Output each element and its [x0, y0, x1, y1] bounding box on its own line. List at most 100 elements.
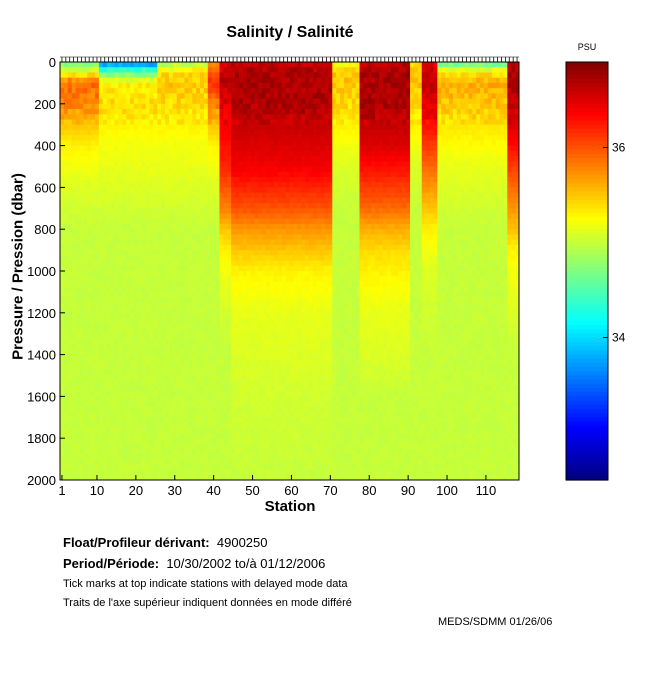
heatmap-cell — [161, 88, 166, 94]
heatmap-cell — [297, 67, 302, 73]
heatmap-cell — [71, 469, 76, 476]
heatmap-cell — [184, 82, 189, 89]
heatmap-cell — [145, 234, 150, 241]
heatmap-cell — [133, 349, 139, 355]
heatmap-cell — [130, 150, 135, 157]
heatmap-cell — [254, 67, 259, 73]
heatmap-cell — [301, 239, 306, 246]
heatmap-cell — [122, 323, 127, 329]
heatmap-cell — [118, 318, 123, 324]
heatmap-cell — [270, 464, 275, 470]
heatmap-cell — [227, 412, 232, 418]
heatmap-cell — [137, 459, 143, 465]
heatmap-cell — [246, 286, 251, 293]
heatmap-cell — [145, 244, 150, 251]
heatmap-cell — [67, 265, 73, 272]
heatmap-cell — [285, 438, 290, 444]
heatmap-cell — [133, 464, 139, 470]
heatmap-cell — [130, 453, 135, 460]
heatmap-cell — [203, 438, 209, 444]
heatmap-cell — [95, 453, 100, 460]
heatmap-cell — [75, 271, 80, 277]
heatmap-cell — [238, 197, 244, 204]
heatmap-cell — [277, 98, 283, 105]
heatmap-cell — [83, 135, 88, 141]
heatmap-cell — [149, 302, 154, 308]
heatmap-cell — [180, 328, 185, 335]
heatmap-cell — [200, 359, 205, 366]
heatmap-cell — [157, 239, 162, 246]
heatmap-cell — [207, 438, 213, 444]
heatmap-cell — [262, 166, 267, 173]
heatmap-cell — [215, 88, 220, 94]
heatmap-cell — [285, 297, 290, 303]
heatmap-cell — [75, 380, 80, 387]
heatmap-cell — [161, 98, 166, 105]
heatmap-cell — [254, 171, 259, 178]
heatmap-cell — [98, 239, 104, 246]
heatmap-cell — [184, 401, 189, 408]
heatmap-cell — [273, 333, 279, 340]
heatmap-cell — [258, 412, 263, 418]
heatmap-cell — [87, 417, 92, 423]
heatmap-cell — [168, 213, 174, 220]
heatmap-cell — [91, 344, 96, 350]
heatmap-cell — [141, 250, 146, 256]
heatmap-cell — [122, 67, 127, 73]
heatmap-cell — [102, 98, 108, 105]
heatmap-cell — [227, 427, 232, 434]
heatmap-cell — [118, 453, 123, 460]
heatmap-cell — [238, 385, 244, 392]
heatmap-cell — [161, 391, 166, 397]
heatmap-cell — [172, 333, 178, 340]
heatmap-cell — [184, 156, 189, 162]
heatmap-cell — [266, 265, 271, 272]
heatmap-cell — [211, 432, 216, 439]
heatmap-cell — [161, 77, 166, 84]
heatmap-cell — [231, 98, 236, 105]
heatmap-cell — [219, 469, 224, 476]
heatmap-cell — [153, 98, 158, 105]
heatmap-cell — [301, 98, 306, 105]
heatmap-cell — [293, 401, 298, 408]
heatmap-cell — [126, 349, 131, 355]
heatmap-cell — [207, 229, 213, 235]
heatmap-cell — [238, 469, 244, 476]
heatmap-cell — [114, 338, 119, 345]
heatmap-cell — [289, 156, 294, 162]
heatmap-cell — [79, 203, 84, 209]
heatmap-cell — [180, 150, 185, 157]
heatmap-cell — [67, 103, 73, 110]
heatmap-cell — [75, 432, 80, 439]
heatmap-cell — [153, 244, 158, 251]
heatmap-cell — [289, 161, 294, 167]
heatmap-cell — [207, 291, 213, 298]
heatmap-cell — [60, 171, 65, 178]
heatmap-cell — [165, 323, 170, 329]
heatmap-cell — [157, 370, 162, 376]
heatmap-cell — [273, 448, 279, 455]
heatmap-cell — [238, 265, 244, 272]
heatmap-cell — [122, 244, 127, 251]
heatmap-cell — [157, 72, 162, 79]
heatmap-cell — [87, 385, 92, 392]
heatmap-cell — [67, 171, 73, 178]
heatmap-cell — [223, 208, 228, 214]
heatmap-cell — [285, 114, 290, 120]
heatmap-cell — [98, 114, 104, 120]
heatmap-cell — [200, 422, 205, 429]
heatmap-cell — [273, 328, 279, 335]
heatmap-cell — [102, 166, 108, 173]
heatmap-cell — [227, 307, 232, 314]
heatmap-cell — [238, 474, 244, 481]
heatmap-cell — [297, 344, 302, 350]
heatmap-cell — [126, 307, 131, 314]
heatmap-cell — [219, 401, 224, 408]
heatmap-cell — [211, 291, 216, 298]
heatmap-cell — [122, 370, 127, 376]
heatmap-cell — [91, 359, 96, 366]
heatmap-cell — [289, 93, 294, 99]
heatmap-cell — [270, 281, 275, 288]
heatmap-cell — [157, 297, 162, 303]
heatmap-cell — [157, 318, 162, 324]
